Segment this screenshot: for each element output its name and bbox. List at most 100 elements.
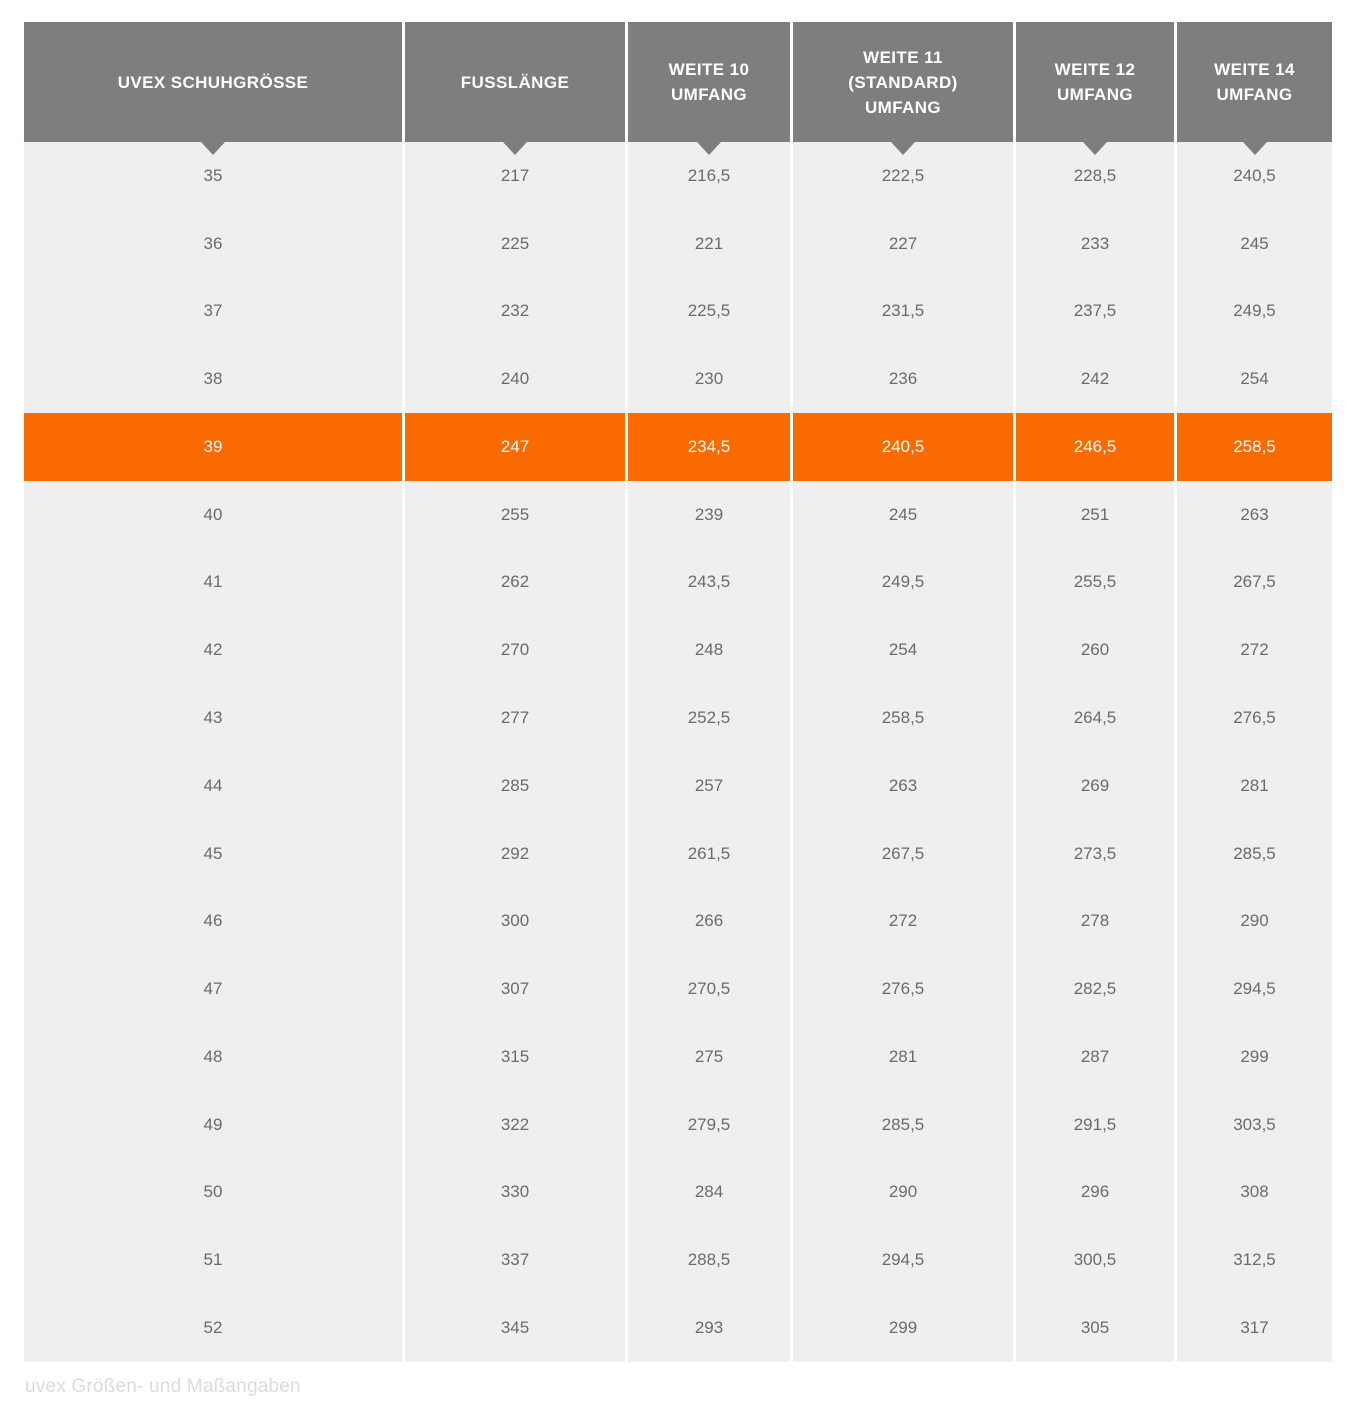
- table-cell: 270: [405, 616, 625, 685]
- table-cell: 294,5: [793, 1226, 1013, 1295]
- size-row-47[interactable]: 47 307 270,5 276,5 282,5 294,5: [24, 955, 1332, 1023]
- size-row-43[interactable]: 43 277 252,5 258,5 264,5 276,5: [24, 684, 1332, 752]
- table-cell: 254: [793, 616, 1013, 685]
- table-cell: 299: [793, 1294, 1013, 1362]
- size-row-36[interactable]: 36 225 221 227 233 245: [24, 209, 1332, 278]
- table-cell: 39: [24, 413, 402, 481]
- table-cell: 230: [628, 345, 790, 414]
- table-cell: 322: [405, 1090, 625, 1159]
- table-cell: 261,5: [628, 819, 790, 888]
- size-row-39[interactable]: 39 247 234,5 240,5 246,5 258,5: [24, 413, 1332, 481]
- table-cell: 234,5: [628, 413, 790, 481]
- table-cell: 258,5: [793, 684, 1013, 752]
- table-cell: 227: [793, 209, 1013, 278]
- table-cell: 247: [405, 413, 625, 481]
- size-row-44[interactable]: 44 285 257 263 269 281: [24, 751, 1332, 820]
- size-row-46[interactable]: 46 300 266 272 278 290: [24, 887, 1332, 956]
- table-cell: 292: [405, 819, 625, 888]
- table-cell: 242: [1016, 345, 1174, 414]
- table-cell: 245: [1177, 209, 1332, 278]
- table-cell: 42: [24, 616, 402, 685]
- table-header: UVEX SCHUHGRÖSSE FUSSLÄNGE WEITE 10 UMFANG W…: [24, 22, 1332, 142]
- column-header-3: WEITE 11 (STANDARD) UMFANG: [793, 22, 1013, 142]
- table-cell: 41: [24, 548, 402, 617]
- table-cell: 52: [24, 1294, 402, 1362]
- table-cell: 233: [1016, 209, 1174, 278]
- table-cell: 254: [1177, 345, 1332, 414]
- column-header-5: WEITE 14 UMFANG: [1177, 22, 1332, 142]
- table-cell: 258,5: [1177, 413, 1332, 481]
- table-cell: 290: [793, 1158, 1013, 1227]
- column-header-0: UVEX SCHUHGRÖSSE: [24, 22, 402, 142]
- size-row-48[interactable]: 48 315 275 281 287 299: [24, 1022, 1332, 1091]
- size-row-40[interactable]: 40 255 239 245 251 263: [24, 480, 1332, 549]
- table-cell: 232: [405, 277, 625, 346]
- table-cell: 44: [24, 751, 402, 820]
- table-cell: 225,5: [628, 277, 790, 346]
- table-cell: 216,5: [628, 142, 790, 210]
- column-header-line: UMFANG: [864, 97, 942, 117]
- table-caption: uvex Größen- und Maßangaben: [25, 1376, 301, 1397]
- column-header-1: FUSSLÄNGE: [405, 22, 625, 142]
- size-row-42[interactable]: 42 270 248 254 260 272: [24, 616, 1332, 685]
- table-cell: 257: [628, 751, 790, 820]
- table-cell: 240: [405, 345, 625, 414]
- size-row-50[interactable]: 50 330 284 290 296 308: [24, 1158, 1332, 1227]
- table-cell: 281: [1177, 751, 1332, 820]
- table-cell: 272: [1177, 616, 1332, 685]
- table-cell: 279,5: [628, 1090, 790, 1159]
- table-cell: 48: [24, 1022, 402, 1091]
- table-cell: 294,5: [1177, 955, 1332, 1023]
- table-cell: 312,5: [1177, 1226, 1332, 1295]
- column-header-2: WEITE 10 UMFANG: [628, 22, 790, 142]
- table-cell: 293: [628, 1294, 790, 1362]
- column-header-line: WEITE 10: [668, 60, 750, 79]
- table-cell: 245: [793, 480, 1013, 549]
- table-cell: 243,5: [628, 548, 790, 617]
- table-cell: 255: [405, 480, 625, 549]
- table-cell: 273,5: [1016, 819, 1174, 888]
- table-body: 35 217 216,5 222,5 228,5 240,5 36 225 221 227 233 2…: [24, 142, 1332, 1362]
- table-cell: 263: [1177, 480, 1332, 549]
- table-cell: 228,5: [1016, 142, 1174, 210]
- table-cell: 337: [405, 1226, 625, 1295]
- column-header-line: WEITE 11: [863, 47, 943, 67]
- column-header-line: UMFANG: [1216, 85, 1293, 104]
- table-cell: 225: [405, 209, 625, 278]
- size-chart-table: UVEX SCHUHGRÖSSE FUSSLÄNGE WEITE 10 UMFANG W…: [24, 22, 1332, 1362]
- table-cell: 266: [628, 887, 790, 956]
- table-cell: 46: [24, 887, 402, 956]
- table-cell: 237,5: [1016, 277, 1174, 346]
- table-cell: 300,5: [1016, 1226, 1174, 1295]
- size-row-38[interactable]: 38 240 230 236 242 254: [24, 345, 1332, 414]
- table-cell: 284: [628, 1158, 790, 1227]
- column-header-line: UVEX SCHUHGRÖSSE: [117, 72, 309, 92]
- size-row-37[interactable]: 37 232 225,5 231,5 237,5 249,5: [24, 277, 1332, 346]
- table-cell: 231,5: [793, 277, 1013, 346]
- table-cell: 285,5: [1177, 819, 1332, 888]
- table-cell: 240,5: [793, 413, 1013, 481]
- table-cell: 285: [405, 751, 625, 820]
- column-header-line: WEITE 14: [1214, 60, 1295, 79]
- table-cell: 281: [793, 1022, 1013, 1091]
- table-cell: 249,5: [793, 548, 1013, 617]
- size-row-52[interactable]: 52 345 293 299 305 317: [24, 1294, 1332, 1362]
- table-cell: 285,5: [793, 1090, 1013, 1159]
- table-cell: 49: [24, 1090, 402, 1159]
- size-row-49[interactable]: 49 322 279,5 285,5 291,5 303,5: [24, 1090, 1332, 1159]
- size-row-41[interactable]: 41 262 243,5 249,5 255,5 267,5: [24, 548, 1332, 617]
- size-row-45[interactable]: 45 292 261,5 267,5 273,5 285,5: [24, 819, 1332, 888]
- table-cell: 296: [1016, 1158, 1174, 1227]
- table-cell: 276,5: [793, 955, 1013, 1023]
- size-row-51[interactable]: 51 337 288,5 294,5 300,5 312,5: [24, 1226, 1332, 1295]
- table-cell: 221: [628, 209, 790, 278]
- table-cell: 262: [405, 548, 625, 617]
- table-cell: 270,5: [628, 955, 790, 1023]
- table-cell: 315: [405, 1022, 625, 1091]
- table-cell: 255,5: [1016, 548, 1174, 617]
- table-cell: 36: [24, 209, 402, 278]
- column-header-line: UMFANG: [1056, 85, 1134, 104]
- table-cell: 248: [628, 616, 790, 685]
- table-cell: 246,5: [1016, 413, 1174, 481]
